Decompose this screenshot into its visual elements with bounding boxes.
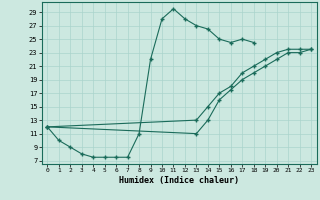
X-axis label: Humidex (Indice chaleur): Humidex (Indice chaleur)	[119, 176, 239, 185]
